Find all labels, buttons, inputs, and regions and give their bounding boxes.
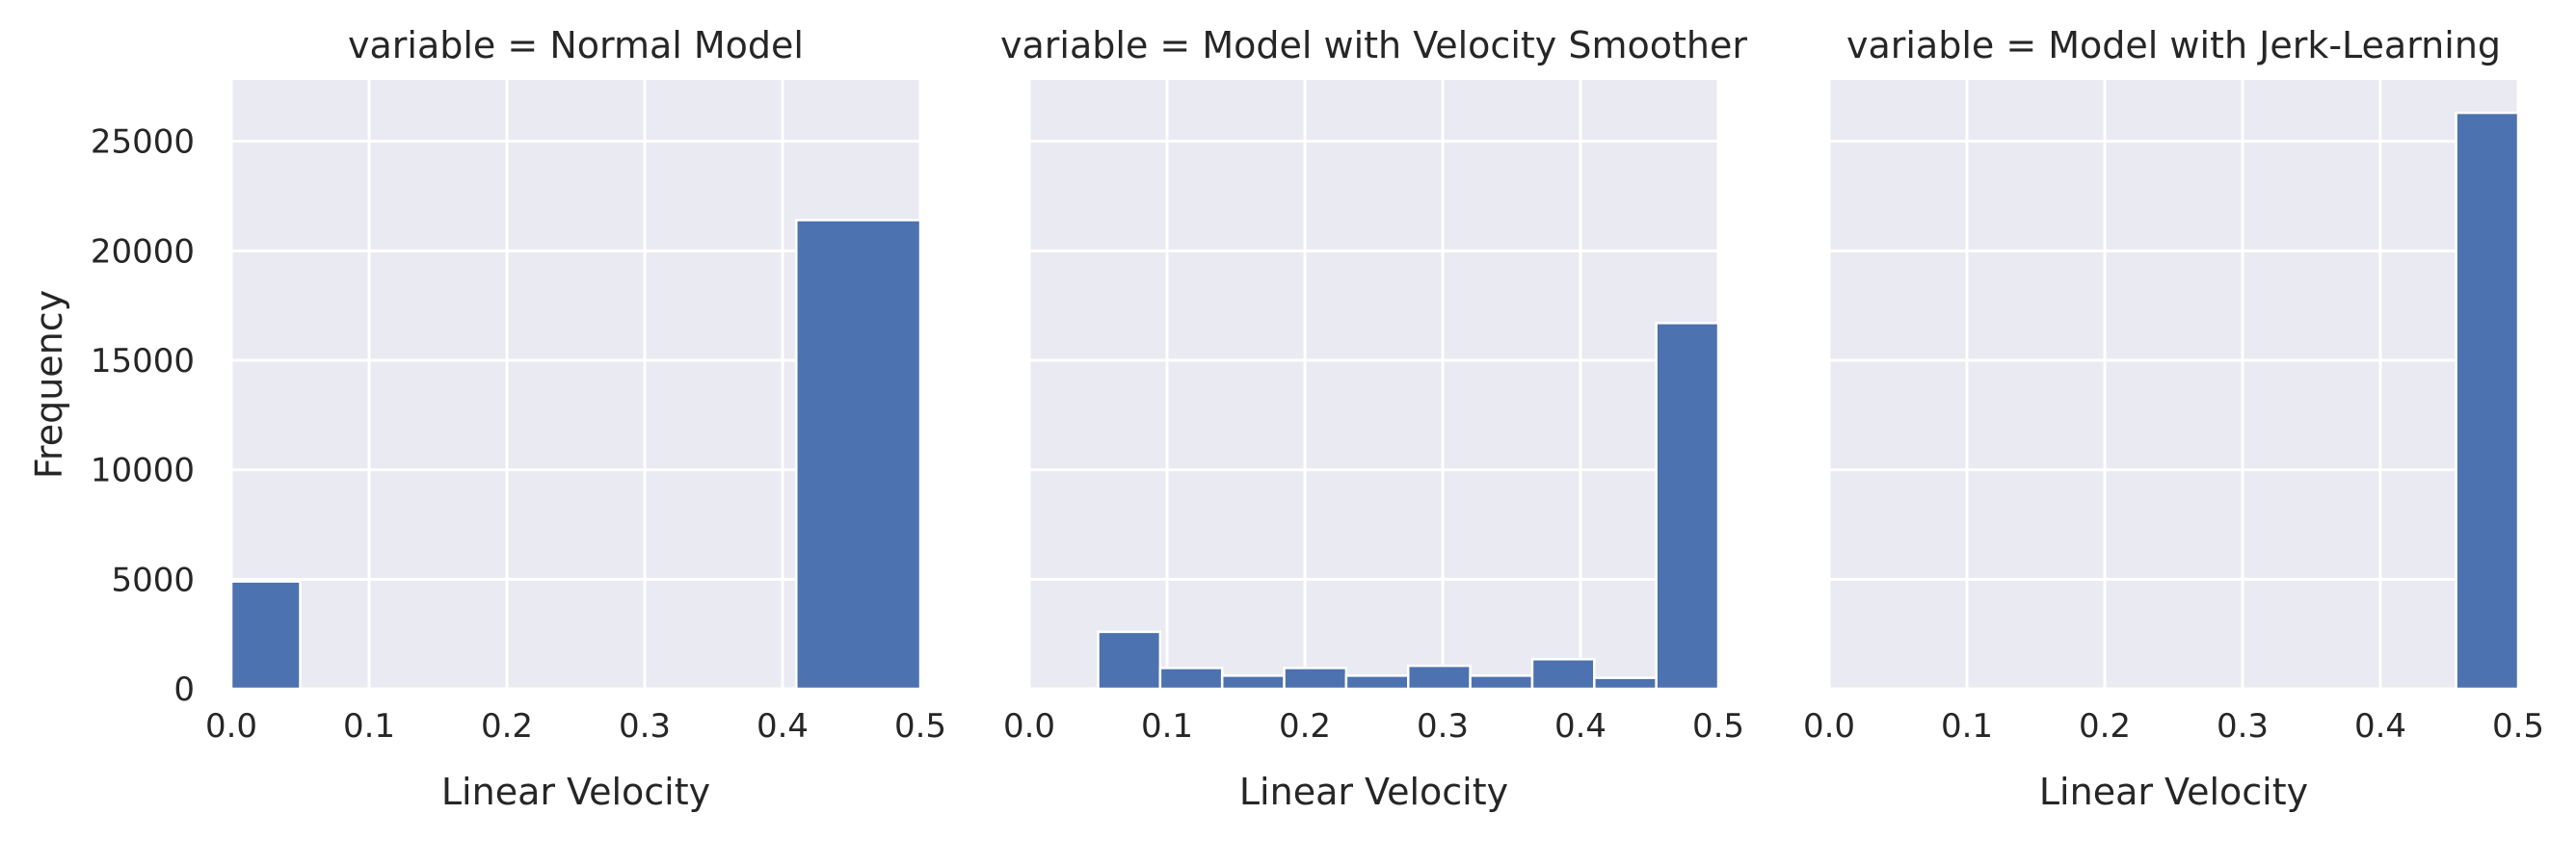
histogram-bar	[1344, 674, 1410, 691]
y-tick-label: 10000	[91, 452, 195, 490]
histogram-bar	[1407, 664, 1472, 691]
x-tick-label: 0.0	[1003, 707, 1055, 746]
facet-title: variable = Model with Jerk-Learning	[1846, 24, 2501, 66]
x-tick-label: 0.1	[1941, 707, 1993, 746]
histogram-bar	[1469, 674, 1534, 691]
x-tick-label: 0.5	[1692, 707, 1744, 746]
y-tick-label: 0	[173, 670, 195, 709]
histogram-bar	[1097, 630, 1162, 691]
histogram-bar	[1283, 667, 1348, 691]
x-tick-label: 0.4	[757, 707, 809, 746]
x-tick-label: 0.0	[205, 707, 257, 746]
y-tick-label: 15000	[91, 342, 195, 381]
histogram-bar	[795, 219, 922, 691]
histogram-bar	[1593, 676, 1658, 691]
plot-area	[1029, 80, 1718, 689]
x-tick-label: 0.1	[1141, 707, 1193, 746]
y-tick-label: 5000	[111, 561, 195, 599]
y-tick-label: 25000	[91, 123, 195, 162]
facet-title: variable = Normal Model	[348, 24, 804, 66]
histogram-bar	[2455, 111, 2520, 691]
x-tick-label: 0.3	[619, 707, 671, 746]
histogram-bar	[1158, 667, 1224, 691]
histogram-bar	[1220, 674, 1286, 691]
x-tick-label: 0.5	[2492, 707, 2544, 746]
x-axis-label: Linear Velocity	[1239, 771, 1508, 813]
x-axis-label: Linear Velocity	[2039, 771, 2308, 813]
x-tick-label: 0.2	[1279, 707, 1331, 746]
x-tick-label: 0.3	[1417, 707, 1469, 746]
x-tick-label: 0.2	[481, 707, 533, 746]
plot-area	[1829, 80, 2518, 689]
histogram-bar	[229, 580, 302, 691]
x-tick-label: 0.4	[1554, 707, 1607, 746]
x-tick-label: 0.2	[2079, 707, 2131, 746]
facet-title: variable = Model with Velocity Smoother	[1000, 24, 1747, 66]
histogram-bar	[1530, 658, 1596, 691]
y-tick-label: 20000	[91, 232, 195, 271]
x-tick-label: 0.1	[343, 707, 395, 746]
histogram-bar	[1655, 322, 1720, 691]
facet-panel-2: 0.0 0.1 0.2 0.3 0.4 0.5 variable = Model with …	[1000, 24, 1747, 813]
y-axis-label: Frequency	[28, 290, 70, 479]
x-tick-label: 0.0	[1803, 707, 1855, 746]
facet-panel-3: 0.0 0.1 0.2 0.3 0.4 0.5 variable = Model with …	[1803, 24, 2544, 813]
x-axis-label: Linear Velocity	[441, 771, 710, 813]
x-tick-label: 0.4	[2354, 707, 2406, 746]
x-tick-label: 0.5	[894, 707, 946, 746]
x-tick-label: 0.3	[2217, 707, 2269, 746]
facet-panel-1: 0.0 0.1 0.2 0.3 0.4 0.5 0 5000 10000 15000 20000 25…	[28, 24, 946, 813]
